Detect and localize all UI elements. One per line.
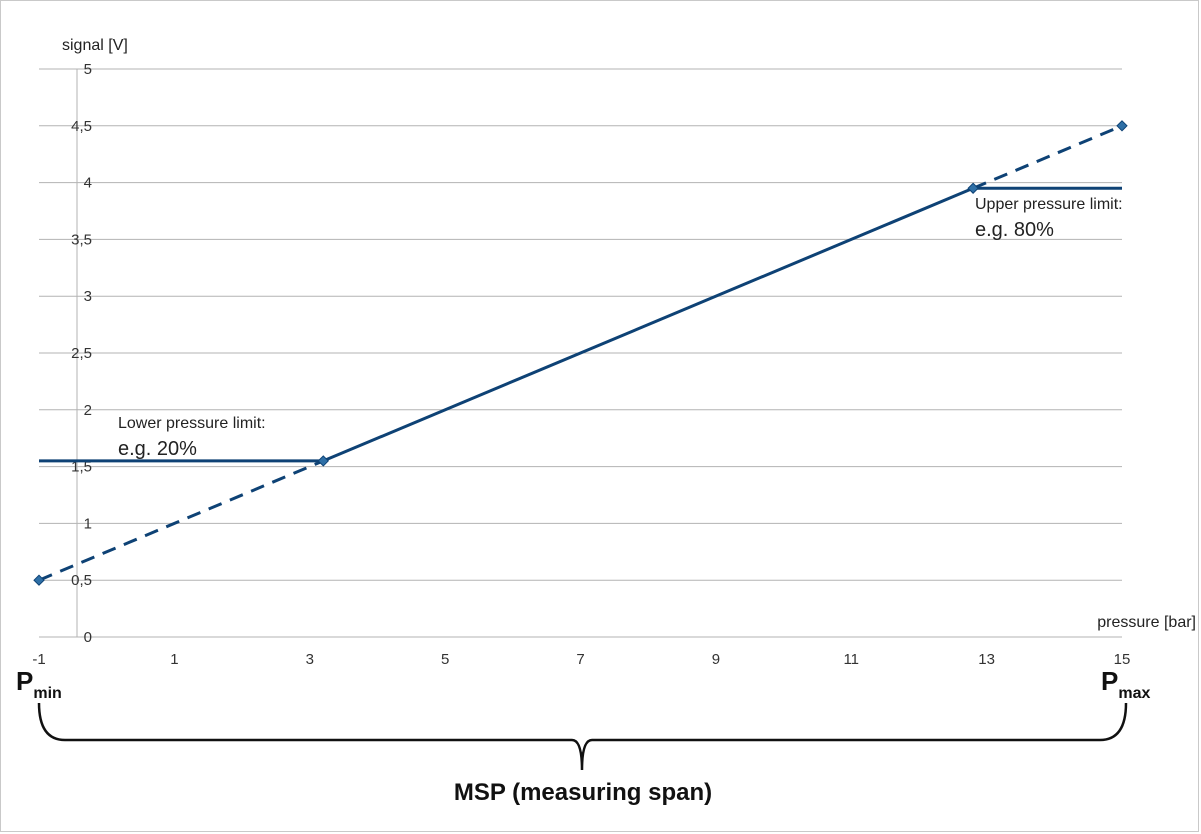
pmin-label: Pmin	[16, 666, 62, 702]
pmax-label: Pmax	[1101, 666, 1150, 702]
x-tick-labels: -1 1 3 5 7 9 11 13 15	[32, 651, 1130, 668]
data-point-marker	[1116, 120, 1128, 132]
series-lines	[38, 124, 1123, 582]
pmax-main: P	[1101, 666, 1118, 696]
y-tick-label: 3,5	[71, 231, 92, 248]
series-line	[38, 459, 324, 582]
series-line	[322, 186, 974, 463]
y-tick-label: 4,5	[71, 118, 92, 135]
x-tick-label: 7	[576, 651, 584, 668]
y-tick-label: 0,5	[71, 572, 92, 589]
y-tick-label: 3	[84, 288, 92, 305]
y-tick-label: 2,5	[71, 345, 92, 362]
x-tick-label: 13	[978, 651, 995, 668]
data-point-marker	[33, 574, 45, 586]
x-tick-label: 15	[1114, 651, 1131, 668]
pmin-sub: min	[33, 685, 61, 702]
x-tick-label: 9	[712, 651, 720, 668]
x-tick-label: -1	[32, 651, 45, 668]
pmin-main: P	[16, 666, 33, 696]
x-tick-label: 1	[170, 651, 178, 668]
lower-limit-title: Lower pressure limit:	[118, 415, 266, 432]
data-point-marker	[317, 455, 329, 467]
y-tick-label: 4	[84, 175, 92, 192]
measuring-span-brace	[37, 702, 1128, 771]
lower-limit-value: e.g. 20%	[118, 438, 197, 460]
pmax-sub: max	[1118, 685, 1150, 702]
y-tick-label: 2	[84, 402, 92, 419]
gridlines	[39, 68, 1122, 638]
y-tick-label: 5	[84, 61, 92, 78]
measuring-span-label: MSP (measuring span)	[454, 779, 712, 806]
upper-limit-title: Upper pressure limit:	[975, 196, 1123, 213]
y-axis-label: signal [V]	[62, 37, 128, 54]
data-point-marker	[967, 182, 979, 194]
series-line	[972, 124, 1123, 190]
y-tick-labels: 0 0,5 1 1,5 2 2,5 3 3,5 4 4,5 5	[71, 61, 92, 646]
upper-limit-value: e.g. 80%	[975, 219, 1054, 241]
x-axis-label: pressure [bar]	[1097, 614, 1196, 631]
x-tick-label: 3	[306, 651, 314, 668]
data-markers	[33, 120, 1128, 586]
x-tick-label: 11	[843, 651, 859, 668]
y-tick-label: 1,5	[71, 459, 92, 476]
y-tick-label: 1	[84, 515, 92, 532]
x-tick-label: 5	[441, 651, 449, 668]
y-tick-label: 0	[84, 629, 92, 646]
